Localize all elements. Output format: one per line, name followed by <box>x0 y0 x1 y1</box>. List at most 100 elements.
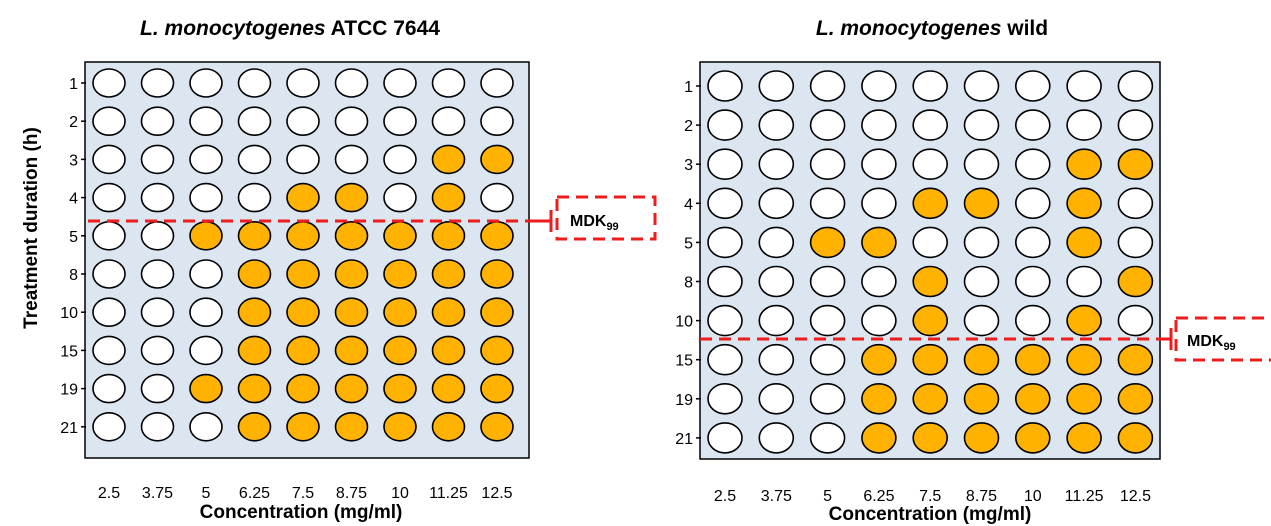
cell-positive <box>383 297 417 328</box>
cell-negative <box>963 148 1000 180</box>
cell-positive <box>237 373 272 404</box>
x-tick-label: 3.75 <box>761 488 792 505</box>
cell-positive <box>286 297 320 328</box>
y-tick-label: 3 <box>69 152 78 169</box>
cell-negative <box>809 304 846 337</box>
y-tick-labels: 1 2 3 4 5 8 10 15 19 21 <box>60 76 86 437</box>
y-tick-label: 4 <box>69 191 78 208</box>
cell-negative <box>758 70 795 102</box>
cell-positive <box>189 373 223 404</box>
cell-negative <box>92 335 126 366</box>
cell-positive <box>1066 343 1102 376</box>
title-strain: ATCC 7644 <box>326 17 441 40</box>
cell-positive <box>334 259 369 289</box>
cell-positive <box>334 335 369 366</box>
cell-negative <box>92 144 126 175</box>
cell-positive <box>1117 382 1154 415</box>
cell-negative <box>912 70 949 102</box>
cell-positive <box>431 182 466 213</box>
cell-positive <box>237 259 272 289</box>
y-axis-label: Treatment duration (h) <box>21 127 42 329</box>
y-tick-label: 8 <box>684 275 693 292</box>
x-tick-label: 2.5 <box>98 485 120 502</box>
cell-negative <box>809 422 846 454</box>
y-tick-label: 15 <box>675 353 693 370</box>
y-tick-label: 4 <box>684 196 693 213</box>
y-tick-label: 10 <box>675 314 693 331</box>
cell-negative <box>480 182 514 213</box>
cell-positive <box>1117 265 1154 298</box>
mdk-label-text: MDK <box>1187 333 1224 350</box>
cell-negative <box>809 148 846 180</box>
cell-positive <box>286 259 320 289</box>
cell-negative <box>1066 109 1102 141</box>
title-strain: wild <box>1001 17 1048 40</box>
cell-positive <box>383 335 417 366</box>
y-tick-label: 1 <box>69 76 78 93</box>
cell-negative <box>237 106 272 136</box>
x-tick-label: 6.25 <box>239 485 270 502</box>
cell-negative <box>92 221 126 251</box>
cell-negative <box>809 265 846 298</box>
cell-negative <box>758 382 795 415</box>
x-tick-label: 8.75 <box>336 485 367 502</box>
cell-positive <box>334 411 369 442</box>
y-tick-label: 2 <box>69 114 78 131</box>
cell-negative <box>861 265 897 298</box>
cell-negative <box>92 411 126 442</box>
cell-positive <box>912 422 949 454</box>
cell-negative <box>912 148 949 180</box>
cell-positive <box>480 411 514 442</box>
x-tick-label: 11.25 <box>429 485 468 502</box>
cell-positive <box>237 297 272 328</box>
y-tick-label: 5 <box>69 229 78 246</box>
cell-negative <box>1015 304 1051 337</box>
x-tick-label: 10 <box>1024 488 1042 505</box>
cell-positive <box>383 259 417 289</box>
cell-negative <box>1117 109 1154 141</box>
mdk-label: MDK99 <box>1187 333 1236 353</box>
cell-positive <box>912 187 949 220</box>
cell-positive <box>480 144 514 175</box>
cell-negative <box>809 343 846 376</box>
panel-atcc-7644: L. monocytogenes ATCC 7644 1 2 3 4 5 8 10 15 19 2… <box>60 17 657 523</box>
cell-negative <box>707 226 743 259</box>
cell-negative <box>707 343 743 376</box>
cell-positive <box>480 259 514 289</box>
cell-negative <box>189 182 223 213</box>
cell-negative <box>480 68 514 98</box>
x-tick-labels: 2.5 3.75 5 6.25 7.5 8.75 10 11.25 12.5 <box>98 485 513 502</box>
cell-negative <box>758 226 795 259</box>
y-tick-label: 21 <box>675 431 693 448</box>
cell-negative <box>237 68 272 98</box>
cell-negative <box>140 411 175 442</box>
cell-positive <box>334 221 369 251</box>
cell-positive <box>480 221 514 251</box>
cell-positive <box>912 343 949 376</box>
cell-negative <box>707 148 743 180</box>
cell-negative <box>140 373 175 404</box>
cell-positive <box>1117 422 1154 454</box>
cell-positive <box>383 373 417 404</box>
cell-negative <box>861 148 897 180</box>
cell-positive <box>334 373 369 404</box>
cell-positive <box>963 343 1000 376</box>
cell-positive <box>431 373 466 404</box>
y-tick-label: 8 <box>69 267 78 284</box>
cell-negative <box>431 68 466 98</box>
cell-positive <box>480 297 514 328</box>
cell-negative <box>286 68 320 98</box>
cell-negative <box>237 144 272 175</box>
y-tick-label: 21 <box>60 420 78 437</box>
cell-negative <box>1015 148 1051 180</box>
cell-negative <box>383 182 417 213</box>
cell-negative <box>809 187 846 220</box>
cell-negative <box>758 304 795 337</box>
cell-negative <box>963 70 1000 102</box>
cell-negative <box>237 182 272 213</box>
cell-positive <box>334 297 369 328</box>
x-tick-label: 7.5 <box>292 485 314 502</box>
mdk-label-text: MDK <box>570 213 607 230</box>
title-species: L. monocytogenes <box>140 17 326 40</box>
cell-negative <box>1015 187 1051 220</box>
